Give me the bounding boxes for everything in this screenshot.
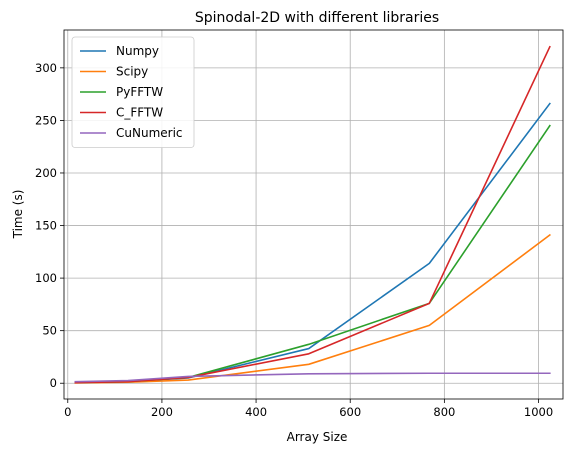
y-tick-label: 300	[35, 61, 57, 75]
plot-frame	[63, 29, 564, 400]
x-tick-label: 800	[433, 405, 455, 419]
x-tick-label: 200	[151, 405, 173, 419]
series-line-pyfftw	[74, 124, 551, 384]
x-tick-label: 0	[64, 405, 71, 419]
series-line-c-fftw	[74, 45, 551, 384]
y-axis-label: Time (s)	[11, 190, 25, 240]
y-tick-label: 100	[35, 271, 57, 285]
legend-label: C_FFTW	[116, 106, 163, 120]
legend-label: Scipy	[116, 65, 148, 79]
x-tick-label: 1000	[524, 405, 553, 419]
y-tick-label: 200	[35, 166, 57, 180]
legend-label: CuNumeric	[116, 126, 183, 140]
x-tick-label: 400	[245, 405, 267, 419]
y-tick-label: 50	[42, 324, 57, 338]
x-tick-label: 600	[339, 405, 361, 419]
x-axis-ticks: 0 200 400 600 800 1000	[64, 399, 553, 419]
legend-box	[71, 36, 195, 148]
y-tick-label: 250	[35, 113, 57, 127]
data-series	[74, 45, 551, 384]
y-axis-ticks: 0 50 100 150 200 250 300	[35, 61, 64, 390]
legend: Numpy Scipy PyFFTW C_FFTW CuNumeric	[71, 36, 195, 148]
legend-label: PyFFTW	[116, 85, 163, 99]
y-tick-label: 150	[35, 219, 57, 233]
chart-title: Spinodal-2D with different libraries	[195, 10, 439, 26]
y-tick-label: 0	[50, 376, 57, 390]
legend-label: Numpy	[116, 44, 159, 58]
series-line-cunumeric	[74, 372, 551, 383]
x-axis-label: Array Size	[287, 430, 348, 444]
series-line-scipy	[74, 233, 551, 384]
